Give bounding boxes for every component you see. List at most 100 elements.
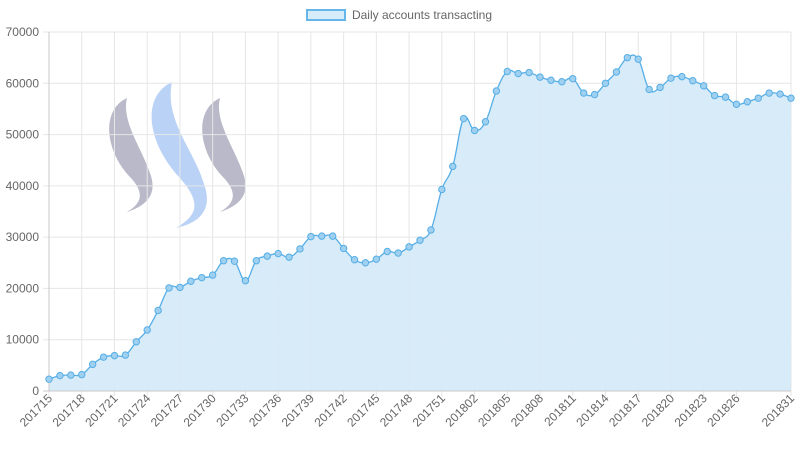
data-point — [198, 273, 206, 282]
x-tick-label: 201748 — [377, 391, 415, 429]
x-tick-label: 201814 — [573, 391, 611, 429]
data-point — [787, 94, 795, 102]
data-point — [252, 257, 261, 265]
data-points — [45, 53, 795, 383]
chart-legend[interactable]: Daily accounts transacting — [0, 8, 798, 22]
x-tick-label: 201739 — [279, 391, 317, 429]
data-point — [263, 252, 271, 260]
data-point — [296, 245, 304, 253]
data-point — [492, 87, 501, 95]
data-point — [732, 100, 741, 109]
data-point — [590, 90, 599, 99]
x-tick-label: 201811 — [541, 391, 579, 429]
data-point — [710, 91, 719, 100]
data-point — [187, 277, 195, 285]
data-point — [318, 232, 326, 240]
x-tick-label: 201820 — [639, 391, 677, 429]
data-point — [176, 283, 184, 292]
data-point — [285, 253, 293, 261]
data-point — [721, 93, 730, 101]
data-point — [645, 85, 653, 94]
logo-wave — [151, 82, 207, 228]
data-point — [78, 370, 86, 379]
x-tick-label: 201745 — [344, 391, 382, 429]
data-point — [383, 247, 391, 256]
data-point — [219, 257, 228, 265]
data-point — [689, 77, 697, 85]
data-point — [700, 82, 708, 90]
x-tick-label: 201742 — [312, 391, 350, 429]
data-point — [88, 360, 97, 369]
data-point — [329, 232, 337, 240]
chart-axes — [43, 32, 791, 392]
data-point — [361, 259, 370, 267]
data-point — [776, 90, 784, 98]
data-point — [372, 255, 381, 263]
data-point — [547, 76, 555, 84]
data-point — [99, 353, 108, 361]
data-point — [514, 69, 522, 78]
data-point — [612, 68, 621, 76]
legend-label: Daily accounts transacting — [351, 8, 493, 22]
data-point — [558, 78, 566, 86]
data-point — [208, 271, 217, 279]
x-tick-label: 201718 — [50, 391, 88, 429]
data-point — [481, 118, 490, 126]
data-point — [121, 351, 130, 359]
data-point — [667, 74, 675, 82]
data-point — [449, 162, 457, 171]
data-point — [110, 351, 119, 360]
data-point — [143, 326, 151, 334]
data-point — [339, 244, 348, 253]
x-tick-label: 201736 — [246, 391, 284, 429]
x-tick-label: 201831 — [759, 391, 797, 429]
data-point — [754, 94, 762, 102]
y-tick-label: 40000 — [6, 179, 40, 193]
y-tick-label: 0 — [32, 384, 39, 398]
data-point — [307, 232, 315, 241]
data-point — [536, 73, 544, 81]
data-point — [274, 249, 282, 258]
data-point — [427, 226, 435, 234]
data-point — [634, 55, 642, 63]
data-point — [765, 89, 773, 97]
y-tick-label: 30000 — [6, 230, 40, 244]
data-point — [569, 74, 577, 83]
y-axis-tick-labels: 0 10000 20000 30000 40000 50000 60000 70000 — [6, 25, 40, 398]
series-fill — [49, 55, 791, 391]
x-tick-label: 201817 — [606, 391, 644, 429]
y-tick-label: 70000 — [6, 25, 40, 39]
logo-wave — [109, 98, 153, 212]
y-tick-label: 10000 — [6, 333, 40, 347]
x-axis-tick-labels: 2017152017182017212017242017272017302017… — [17, 391, 797, 429]
steem-logo-watermark — [109, 82, 246, 228]
y-tick-label: 20000 — [6, 281, 40, 295]
data-point — [67, 371, 75, 379]
data-point — [350, 256, 359, 264]
x-tick-label: 201733 — [213, 391, 251, 429]
data-point — [743, 98, 752, 106]
data-point — [678, 72, 686, 81]
data-point — [623, 53, 632, 62]
data-point — [56, 371, 64, 380]
x-tick-label: 201802 — [442, 391, 480, 429]
data-point — [438, 185, 446, 194]
data-point — [165, 284, 173, 292]
data-point — [132, 338, 140, 346]
data-point — [601, 79, 610, 87]
data-point — [579, 89, 588, 97]
x-tick-label: 201808 — [508, 391, 546, 429]
logo-wave — [202, 98, 246, 212]
y-tick-label: 60000 — [6, 76, 40, 90]
data-point — [470, 126, 479, 135]
legend-swatch — [305, 9, 346, 21]
x-tick-label: 201805 — [475, 391, 513, 429]
x-tick-label: 201730 — [181, 391, 219, 429]
data-point — [459, 114, 468, 123]
data-point — [241, 277, 250, 285]
data-point — [154, 306, 162, 315]
x-tick-label: 201751 — [410, 391, 448, 429]
x-tick-label: 201724 — [115, 391, 153, 429]
x-tick-label: 201823 — [672, 391, 710, 429]
